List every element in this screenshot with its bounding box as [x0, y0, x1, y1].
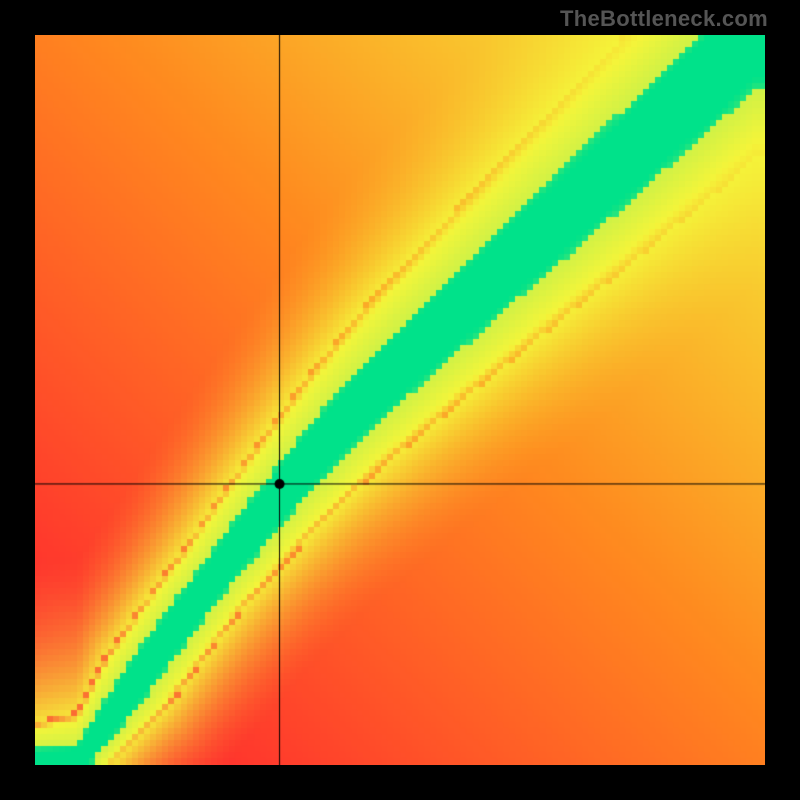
watermark-text: TheBottleneck.com	[560, 6, 768, 32]
bottleneck-heatmap	[35, 35, 765, 765]
